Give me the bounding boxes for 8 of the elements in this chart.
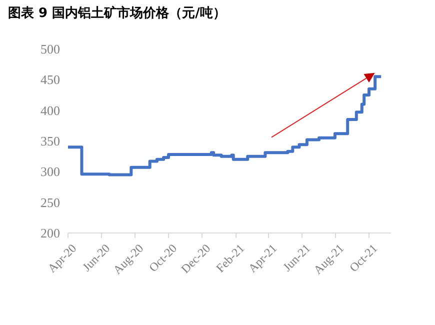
y-tick-label: 250 [40, 194, 60, 210]
y-tick-label: 450 [40, 72, 60, 88]
y-tick-label: 350 [40, 134, 60, 149]
y-tick-label: 300 [40, 164, 60, 180]
y-tick-label: 500 [40, 42, 60, 57]
chart-title: 图表 9 国内铝土矿市场价格（元/吨） [8, 5, 226, 21]
y-tick-label: 200 [40, 226, 60, 241]
y-tick-label: 400 [40, 102, 60, 118]
